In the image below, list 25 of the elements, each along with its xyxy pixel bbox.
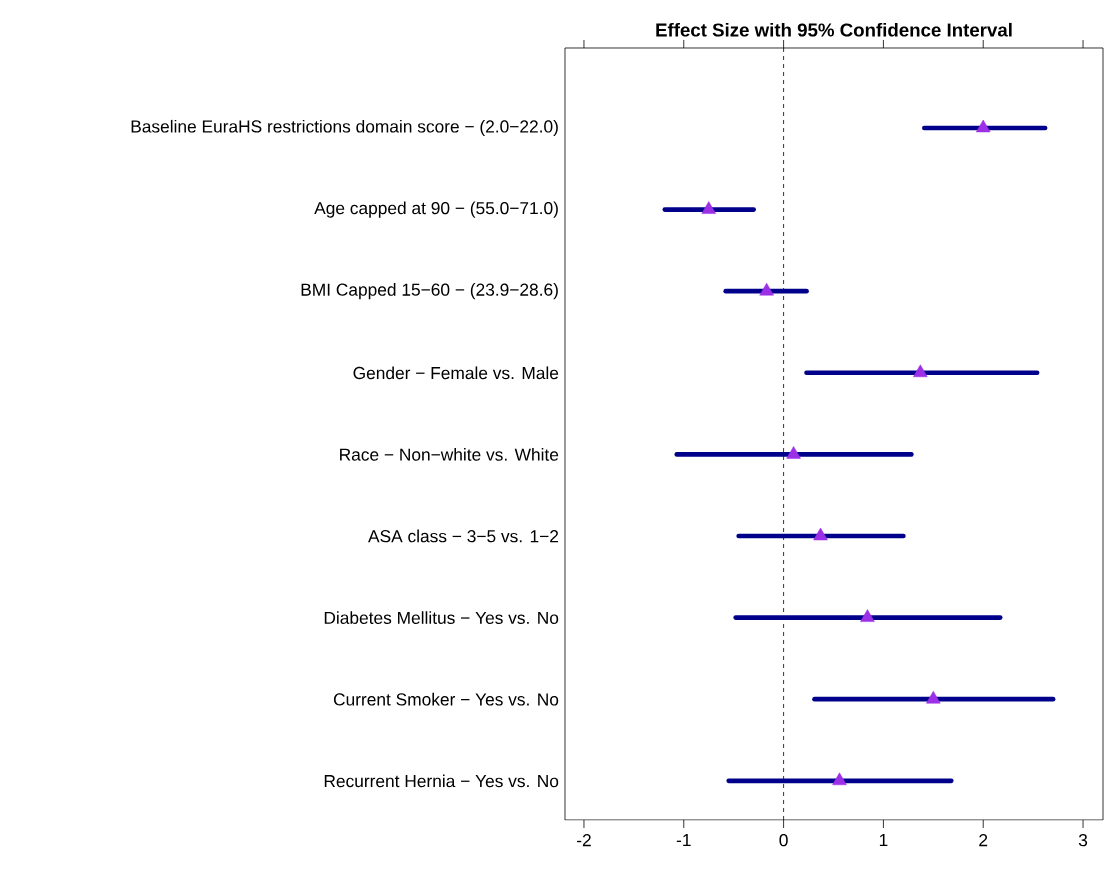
point: [701, 201, 716, 214]
x-tick-label: -1: [676, 834, 691, 846]
y-tick-label: Gender − Female vs. Male: [353, 366, 559, 380]
x-tick-label: 0: [779, 834, 788, 847]
y-tick-label: BMI Capped 15−60 − (23.9−28.6): [301, 283, 558, 300]
y-tick-label: Recurrent Hernia − Yes vs. No: [324, 774, 559, 788]
point: [759, 282, 774, 296]
y-tick-label: ASA class − 3−5 vs. 1−2: [368, 529, 559, 543]
point: [860, 609, 875, 622]
y-tick-label: Race − Non−white vs. White: [340, 448, 559, 461]
x-tick-label: 2: [979, 834, 988, 847]
y-tick-label: Diabetes Mellitus − Yes vs. No: [324, 611, 559, 624]
y-tick-label: Current Smoker − Yes vs. No: [333, 692, 559, 706]
point: [786, 446, 801, 459]
point: [926, 690, 941, 704]
y-tick-label: Age capped at 90 − (55.0−71.0): [314, 201, 558, 218]
y-tick-label: Baseline EuraHS restrictions domain score − (2.0−22.0): [131, 119, 558, 137]
point: [813, 527, 828, 541]
chart-title: Effect Size with 95% Confidence Interval: [656, 22, 1012, 37]
x-tick-label: 3: [1078, 834, 1088, 847]
point: [976, 119, 991, 133]
point: [832, 772, 847, 786]
x-tick-label: -2: [577, 834, 591, 847]
point: [913, 364, 928, 378]
x-tick-label: 1: [879, 834, 888, 846]
